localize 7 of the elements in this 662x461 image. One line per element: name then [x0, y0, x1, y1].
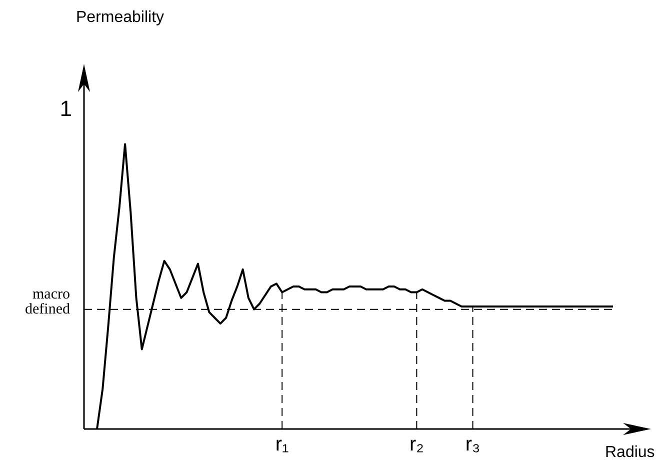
ref-line-label: macro defined — [25, 286, 70, 318]
x-tick-label: r₃ — [465, 434, 480, 456]
text: 1 — [60, 96, 72, 122]
x-tick-label: r₁ — [275, 434, 290, 456]
x-tick-label: r₂ — [409, 434, 424, 456]
text: Permeability — [76, 9, 164, 26]
x-axis-title: Radius — [605, 444, 655, 461]
